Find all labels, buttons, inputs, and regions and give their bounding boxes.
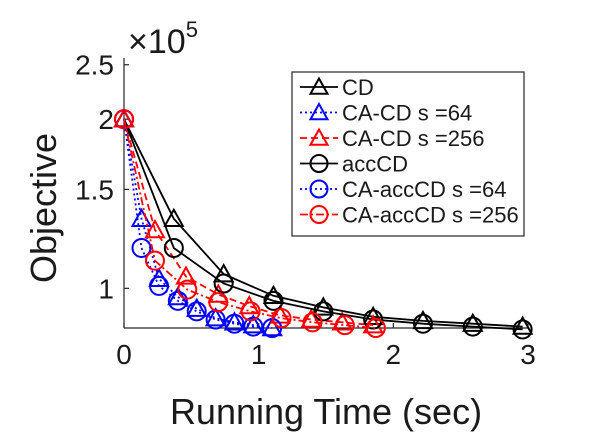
data-point (131, 237, 152, 258)
data-point (302, 312, 323, 333)
x-tick-label: 2 (386, 339, 402, 370)
legend-marker (308, 127, 330, 146)
data-point (149, 275, 170, 296)
legend-marker (309, 205, 329, 224)
x-axis-label: Running Time (sec) (170, 391, 482, 432)
legend-label: accCD (342, 152, 408, 177)
axes: 0 1 2 3 1 1.5 2 2.5 (75, 50, 536, 370)
data-point (114, 109, 134, 130)
data-point (300, 308, 322, 328)
data-point (144, 250, 165, 271)
legend-marker (308, 101, 330, 121)
data-point (186, 297, 208, 317)
data-point (113, 108, 135, 128)
legend-marker (309, 154, 329, 173)
data-point (223, 311, 246, 331)
data-point (511, 315, 534, 335)
y-tick-label: 2.5 (75, 50, 114, 81)
legend-label: CA-CD s =256 (342, 126, 484, 151)
data-point (271, 308, 292, 329)
series-line (123, 118, 523, 331)
y-multiplier-exponent: 5 (186, 17, 198, 42)
data-point (163, 237, 184, 258)
data-point (312, 296, 335, 316)
x-tick-label: 0 (116, 339, 132, 370)
y-tick-label: 2 (98, 104, 114, 135)
data-point (224, 313, 245, 334)
data-point (186, 301, 207, 322)
data-point (462, 312, 484, 332)
data-point (242, 314, 264, 334)
data-point (208, 292, 229, 313)
data-point (412, 309, 434, 330)
data-point (313, 301, 334, 322)
legend-box (291, 71, 525, 237)
series-6 (114, 109, 386, 338)
series-5 (114, 109, 283, 338)
data-point (365, 318, 386, 338)
y-axis-label: Objective (23, 133, 64, 283)
y-multiplier-base: ×10 (128, 23, 186, 61)
x-tick-label: 1 (251, 339, 267, 370)
data-point (512, 319, 533, 340)
data-point (462, 316, 483, 337)
data-point (163, 207, 185, 227)
legend-label: CD (342, 75, 374, 100)
data-point (175, 265, 197, 285)
legend-label: CA-accCD s =64 (342, 177, 506, 202)
data-point (240, 301, 261, 322)
data-point (177, 279, 198, 300)
data-point (204, 307, 227, 327)
legend-label: CA-accCD s =256 (342, 203, 519, 228)
series-line (123, 119, 376, 329)
data-point (213, 273, 234, 294)
data-point (263, 290, 284, 311)
data-point (362, 305, 384, 325)
legend-marker (309, 179, 329, 199)
series-line (123, 119, 273, 329)
y-tick-label: 1.5 (75, 174, 114, 205)
y-tick-label: 1 (98, 273, 114, 304)
legend-label: CA-CD s =64 (342, 101, 472, 126)
data-point (262, 284, 285, 304)
legend-marker (308, 76, 330, 95)
x-tick-label: 3 (520, 339, 536, 370)
data-point (144, 218, 166, 239)
series-lines (113, 108, 534, 340)
data-point (212, 263, 235, 283)
data-point (334, 315, 355, 336)
series-1 (113, 108, 534, 335)
data-point (412, 313, 433, 334)
series-line (123, 118, 523, 328)
y-axis-multiplier: ×105 (128, 17, 198, 61)
